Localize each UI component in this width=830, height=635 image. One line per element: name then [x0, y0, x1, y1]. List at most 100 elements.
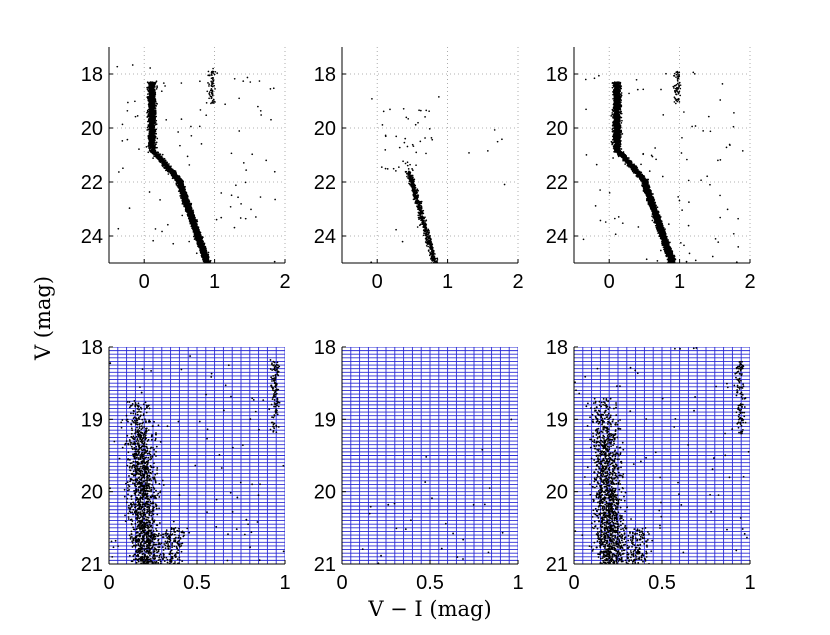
data-point: [148, 106, 151, 109]
data-point: [203, 260, 205, 263]
data-point: [160, 156, 163, 159]
data-point: [147, 151, 150, 154]
data-point: [199, 245, 202, 248]
data-point: [161, 157, 164, 160]
data-point: [148, 143, 151, 146]
data-point: [151, 129, 154, 132]
data-point: [198, 232, 201, 235]
data-points: [116, 64, 276, 266]
data-point: [204, 264, 206, 266]
data-point: [183, 196, 186, 199]
data-point: [148, 124, 151, 127]
data-point: [206, 263, 208, 265]
data-point: [158, 155, 160, 157]
data-point: [153, 155, 156, 158]
data-point: [207, 251, 210, 254]
data-point: [156, 86, 158, 89]
data-point: [148, 131, 151, 134]
data-point: [194, 233, 197, 235]
data-point: [147, 93, 149, 95]
data-point: [156, 156, 159, 158]
data-point: [150, 135, 153, 138]
data-point: [151, 142, 154, 144]
data-point: [170, 165, 172, 168]
data-point: [167, 164, 169, 167]
data-point: [148, 84, 151, 86]
data-point: [152, 109, 155, 111]
data-point: [151, 87, 154, 90]
data-point: [150, 110, 153, 112]
data-point: [150, 125, 152, 128]
data-point: [163, 157, 166, 160]
data-point: [153, 134, 156, 137]
data-point: [150, 106, 153, 109]
data-point: [165, 168, 168, 171]
data-point: [148, 120, 150, 123]
data-point: [156, 137, 159, 140]
data-point: [192, 235, 195, 238]
data-point: [153, 131, 156, 134]
data-point: [152, 112, 155, 115]
data-point: [154, 122, 156, 125]
data-point: [155, 141, 158, 144]
data-point: [159, 159, 162, 162]
data-point: [151, 113, 154, 116]
data-point: [149, 93, 152, 95]
data-point: [172, 176, 174, 179]
data-point: [153, 115, 155, 117]
data-point: [149, 101, 152, 103]
data-point: [148, 87, 150, 89]
data-point: [162, 162, 164, 165]
data-point: [176, 176, 178, 179]
data-point: [194, 219, 197, 222]
data-point: [149, 97, 152, 100]
data-point: [165, 161, 168, 164]
data-point: [151, 95, 153, 98]
data-point: [154, 121, 156, 123]
data-point: [152, 144, 155, 146]
data-point: [154, 104, 157, 107]
data-point: [192, 227, 195, 230]
data-point: [155, 123, 158, 125]
data-point: [205, 264, 207, 266]
data-point: [155, 153, 158, 156]
data-point: [150, 107, 153, 110]
data-point: [147, 124, 150, 126]
data-point: [151, 89, 154, 91]
data-point: [194, 236, 197, 238]
data-point: [153, 141, 155, 144]
data-point: [154, 102, 156, 105]
data-point: [147, 118, 150, 120]
data-point: [152, 139, 155, 141]
data-point: [155, 88, 158, 90]
data-point: [160, 158, 162, 160]
data-point: [161, 159, 164, 162]
data-point: [152, 101, 155, 103]
data-point: [169, 170, 172, 173]
data-point: [151, 152, 154, 155]
data-point: [207, 264, 209, 266]
data-point: [204, 247, 206, 249]
data-point: [148, 149, 151, 152]
data-point: [151, 125, 154, 128]
data-point: [170, 168, 172, 171]
data-point: [148, 114, 151, 117]
data-point: [156, 157, 159, 160]
data-point: [164, 159, 167, 162]
data-point: [146, 81, 149, 84]
data-point: [154, 91, 157, 94]
data-point: [151, 133, 154, 136]
data-point: [150, 118, 153, 121]
data-point: [168, 168, 171, 171]
data-point: [151, 149, 154, 152]
data-point: [183, 205, 186, 208]
data-point: [155, 143, 157, 146]
data-point: [148, 136, 150, 139]
data-point: [146, 86, 148, 89]
data-point: [149, 86, 152, 89]
data-point: [150, 133, 153, 135]
data-point: [202, 258, 204, 261]
data-point: [146, 126, 149, 129]
data-point: [174, 179, 177, 182]
